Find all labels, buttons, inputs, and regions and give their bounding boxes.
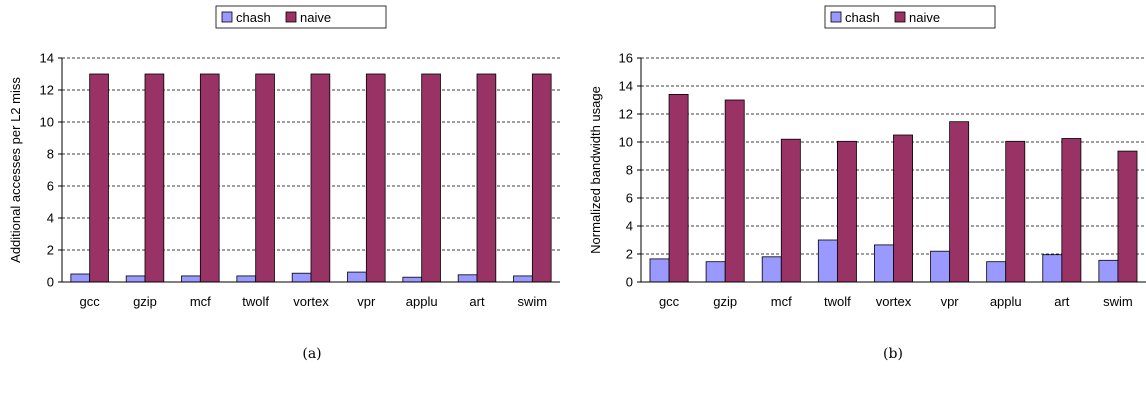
x-tick-label: vpr	[357, 294, 376, 309]
bar-naive-swim	[531, 73, 552, 283]
bar-chash-vortex	[291, 272, 312, 283]
bar-chash-twolf	[236, 275, 257, 283]
bar-naive-gcc	[89, 73, 109, 283]
legend-swatch-chash	[221, 11, 233, 23]
y-tick-label: 16	[619, 51, 633, 66]
y-tick-label: 8	[47, 147, 54, 162]
chart-b: 0 2 4 6 8 10 12 14 16 gcc gzip mcf twolf vortex vpr app…	[588, 5, 1146, 362]
bar-chash-applu	[986, 261, 1007, 283]
x-tick-label: applu	[990, 294, 1022, 309]
x-tick-label: art	[469, 294, 485, 309]
x-tick-label: twolf	[824, 294, 851, 309]
bar-naive-gzip	[724, 99, 745, 283]
bar-naive-twolf	[836, 140, 857, 283]
bar-naive-vortex	[310, 73, 331, 283]
caption: (b)	[883, 346, 903, 362]
bar-naive-gzip	[144, 73, 165, 283]
x-tick-label: vpr	[941, 294, 960, 309]
bar-chash-swim	[513, 275, 533, 283]
x-tick-label: gcc	[80, 294, 101, 309]
bar-chash-twolf	[817, 239, 838, 283]
legend-box	[824, 5, 996, 29]
bar-naive-vortex	[893, 134, 913, 283]
y-tick-label: 8	[626, 163, 633, 178]
y-tick-label: 0	[626, 275, 633, 290]
bar-chash-mcf	[181, 275, 201, 283]
x-tick-label: art	[1054, 294, 1070, 309]
legend: chash naive	[215, 5, 387, 29]
bar-chash-vortex	[874, 244, 894, 283]
x-tick-label: swim	[1103, 294, 1133, 309]
y-tick-label: 14	[619, 79, 633, 94]
x-tick-label: gzip	[133, 294, 157, 309]
legend-box	[215, 5, 387, 29]
bar-naive-art	[476, 73, 497, 283]
y-tick-label: 2	[47, 243, 54, 258]
bar-naive-art	[1061, 138, 1082, 283]
bar-naive-vpr	[949, 121, 970, 283]
bar-naive-swim	[1117, 150, 1138, 283]
legend-label-naive: naive	[300, 10, 331, 25]
bar-chash-gzip	[705, 261, 726, 283]
bar-chash-applu	[402, 276, 423, 283]
bar-naive-twolf	[255, 73, 275, 283]
y-tick-label: 4	[47, 211, 54, 226]
y-tick-label: 10	[40, 115, 54, 130]
y-axis-label: Additional accesses per L2 miss	[8, 77, 23, 263]
bar-naive-mcf	[780, 138, 801, 283]
bar-naive-applu	[1005, 140, 1026, 283]
chart-a: 0 2 4 6 8 10 12 14 gcc gzip mcf twolf vortex vpr applu…	[8, 5, 560, 362]
x-tick-label: twolf	[242, 294, 269, 309]
x-tick-label: vortex	[293, 294, 329, 309]
bar-chash-vpr	[347, 271, 367, 283]
legend-label-chash: chash	[845, 10, 880, 25]
y-tick-label: 12	[40, 83, 54, 98]
legend-swatch-naive	[894, 11, 906, 23]
legend-label-chash: chash	[236, 10, 271, 25]
y-axis-label: Normalized bandwidth usage	[588, 86, 603, 254]
bar-chash-mcf	[761, 256, 782, 283]
legend: chash naive	[824, 5, 996, 29]
legend-label-naive: naive	[909, 10, 940, 25]
y-tick-label: 14	[40, 51, 54, 66]
x-tick-label: mcf	[771, 294, 792, 309]
y-tick-label: 0	[47, 275, 54, 290]
y-tick-label: 6	[626, 191, 633, 206]
bar-chash-gzip	[125, 275, 146, 283]
y-tick-label: 12	[619, 107, 633, 122]
bar-naive-mcf	[199, 73, 220, 283]
legend-swatch-naive	[285, 11, 297, 23]
bar-chash-vpr	[930, 250, 951, 283]
x-tick-label: swim	[518, 294, 548, 309]
x-tick-label: gzip	[713, 294, 737, 309]
x-tick-label: applu	[406, 294, 438, 309]
bar-naive-applu	[421, 73, 441, 283]
bar-naive-vpr	[365, 73, 386, 283]
bar-chash-swim	[1098, 259, 1119, 283]
legend-swatch-chash	[830, 11, 842, 23]
caption: (a)	[302, 346, 321, 362]
bar-chash-gcc	[649, 258, 670, 283]
y-tick-label: 10	[619, 135, 633, 150]
y-tick-label: 4	[626, 219, 633, 234]
x-tick-label: gcc	[659, 294, 680, 309]
bar-chash-gcc	[70, 273, 91, 283]
y-tick-label: 6	[47, 179, 54, 194]
bar-chash-art	[1042, 254, 1063, 283]
bar-chash-art	[457, 274, 478, 283]
x-tick-label: mcf	[190, 294, 211, 309]
x-tick-label: vortex	[876, 294, 912, 309]
y-tick-label: 2	[626, 247, 633, 262]
bar-naive-gcc	[668, 94, 689, 283]
